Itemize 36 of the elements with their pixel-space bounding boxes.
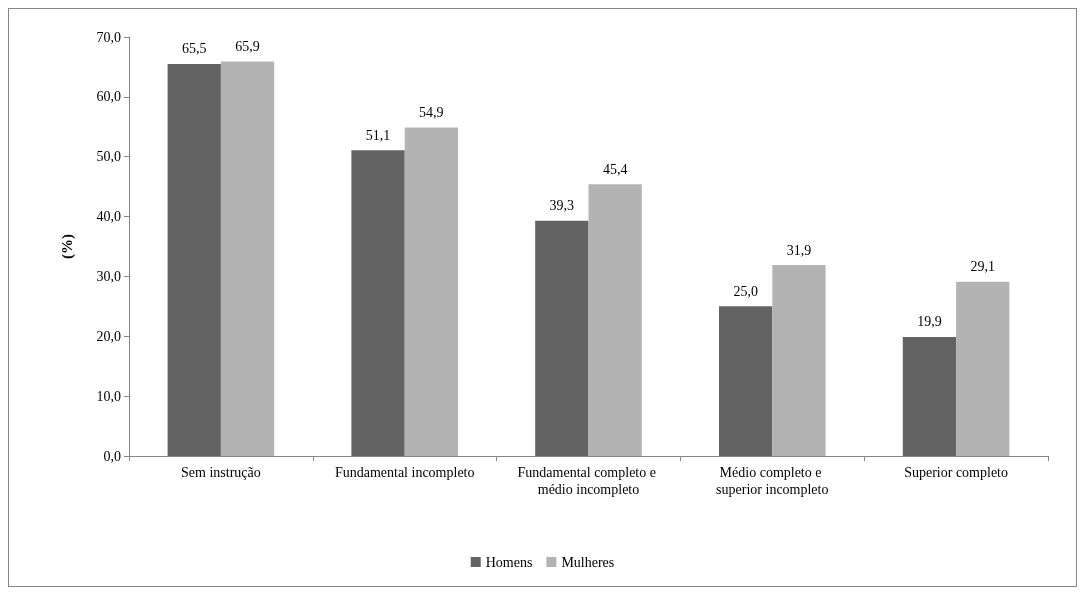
- bar: [772, 265, 826, 456]
- bar: [167, 63, 221, 456]
- bar: [404, 127, 458, 456]
- bar: [351, 150, 405, 456]
- data-label: 25,0: [733, 283, 758, 299]
- bar: [588, 184, 642, 456]
- y-tick-label: 40,0: [96, 209, 121, 225]
- x-tick-label: Sem instrução: [181, 465, 261, 480]
- data-label: 39,3: [549, 198, 575, 214]
- data-label: 54,9: [419, 104, 444, 120]
- x-tick-label: Médio completo e superior incompleto: [716, 465, 829, 497]
- legend-label: Homens: [485, 554, 533, 570]
- y-tick-label: 0,0: [103, 448, 121, 464]
- y-tick-label: 30,0: [96, 268, 121, 284]
- data-label: 19,9: [917, 314, 942, 330]
- data-label: 29,1: [970, 259, 995, 275]
- data-label: 65,9: [235, 39, 260, 55]
- x-tick-label: Fundamental completo e médio incompleto: [517, 465, 660, 497]
- legend-label: Mulheres: [561, 554, 615, 570]
- y-tick-label: 60,0: [96, 89, 121, 105]
- y-tick-label: 20,0: [96, 328, 121, 344]
- bar: [535, 220, 589, 456]
- bar: [902, 336, 957, 456]
- y-tick-label: 50,0: [96, 149, 121, 165]
- x-tick-label: Superior completo: [904, 465, 1009, 480]
- data-label: 51,1: [365, 127, 391, 143]
- data-label: 45,4: [602, 161, 628, 177]
- y-tick-label: 10,0: [96, 388, 121, 404]
- x-tick-label: Fundamental incompleto: [334, 465, 475, 480]
- data-label: 31,9: [786, 242, 812, 258]
- data-label: 65,5: [182, 41, 207, 57]
- bar: [719, 306, 773, 456]
- bar: [220, 61, 275, 456]
- y-tick-label: 70,0: [96, 29, 121, 45]
- y-axis-title: (%): [58, 234, 76, 259]
- bar: [956, 281, 1010, 456]
